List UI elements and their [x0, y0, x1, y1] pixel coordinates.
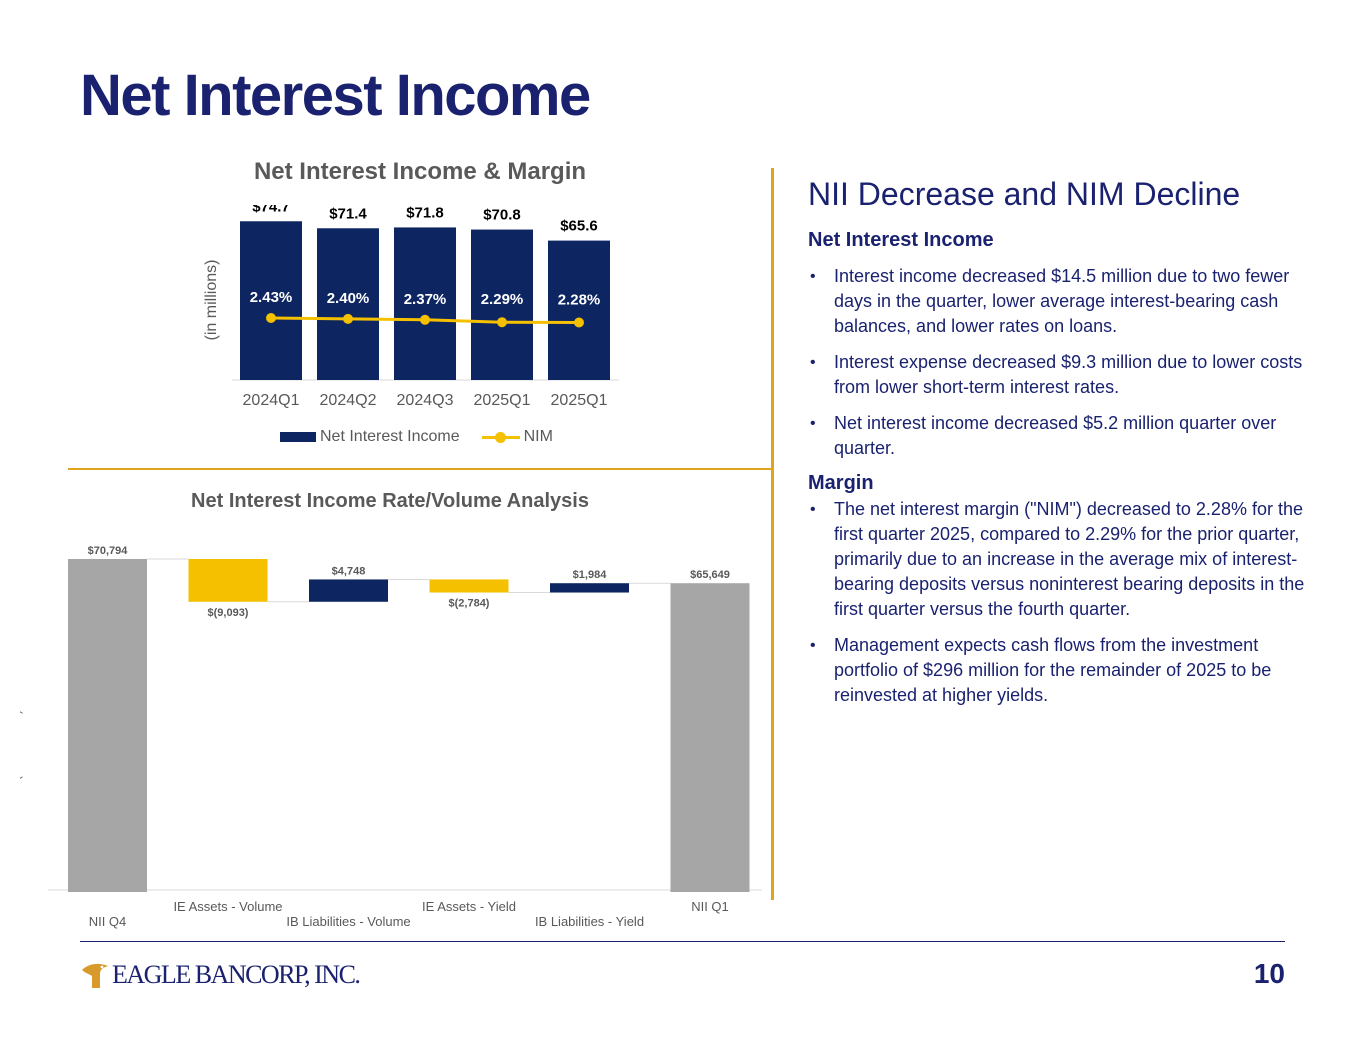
- list-item: The net interest margin ("NIM") decrease…: [808, 497, 1308, 622]
- x-tick-label: 2025Q1: [474, 392, 531, 409]
- data-label-nii: $74.7: [252, 205, 290, 215]
- waterfall-bar: [550, 583, 629, 593]
- x-tick-label: IB Liabilities - Volume: [286, 914, 410, 929]
- nii-margin-chart: (in millions) $74.7 2024Q1 $71.4 2024Q2 $71.8…: [203, 205, 619, 409]
- data-label-nim: 2.28%: [558, 292, 601, 309]
- page-number: 10: [1253, 958, 1285, 989]
- rate-volume-chart-title: Net Interest Income Rate/Volume Analysis: [191, 490, 589, 512]
- margin-subheading: Margin: [808, 472, 874, 494]
- commentary-panel: NII Decrease and NIM Decline Net Interes…: [808, 176, 1308, 719]
- bar-nii: [394, 227, 456, 380]
- nim-point: [420, 314, 430, 325]
- data-label-nim: 2.43%: [250, 289, 293, 306]
- commentary-heading: NII Decrease and NIM Decline: [808, 176, 1241, 212]
- legend-swatch-nim: [481, 430, 520, 444]
- nii-chart-title: Net Interest Income & Margin: [253, 158, 587, 185]
- page-title: Net Interest Income: [80, 63, 591, 128]
- x-tick-label: 2025Q1: [551, 392, 608, 409]
- list-item: Net interest income decreased $5.2 milli…: [808, 411, 1308, 461]
- bar-nii: [548, 240, 610, 380]
- nim-point: [497, 317, 507, 328]
- data-label-waterfall: $65,649: [690, 569, 730, 581]
- footer-divider: [80, 941, 1285, 942]
- x-tick-label: NII Q1: [691, 899, 729, 914]
- nii-subheading: Net Interest Income: [808, 229, 994, 251]
- nim-point: [343, 313, 353, 324]
- nim-point: [574, 317, 584, 328]
- bar-nii: [240, 221, 302, 380]
- data-label-waterfall: $(2,784): [449, 598, 490, 610]
- data-label-waterfall: $(9,093): [208, 607, 249, 619]
- data-label-waterfall: $4,748: [332, 565, 366, 577]
- x-tick-label: IB Liabilities - Yield: [535, 914, 644, 929]
- bar-nii: [471, 229, 533, 380]
- list-item: Management expects cash flows from the i…: [808, 633, 1308, 708]
- list-item: Interest income decreased $14.5 million …: [808, 264, 1308, 339]
- data-label-nim: 2.40%: [327, 290, 370, 307]
- legend-label-nim: NIM: [523, 428, 553, 445]
- waterfall-bar: [68, 559, 147, 892]
- data-label-waterfall: $1,984: [573, 569, 608, 581]
- legend-label-nii: Net Interest Income: [320, 428, 460, 445]
- data-label-nii: $71.4: [329, 205, 367, 222]
- nii-bullet-list: Interest income decreased $14.5 million …: [808, 264, 1308, 461]
- legend-swatch-nii: [280, 432, 316, 442]
- waterfall-bar: [429, 579, 509, 593]
- y-axis-label: (in millions): [203, 260, 220, 341]
- data-label-nii: $65.6: [560, 218, 598, 235]
- nim-point: [266, 313, 276, 323]
- logo-wordmark: EAGLE BANCORP, INC.: [112, 960, 361, 989]
- bar-nii: [317, 228, 379, 380]
- x-tick-label: 2024Q3: [397, 392, 454, 409]
- data-label-nim: 2.29%: [481, 291, 524, 308]
- x-tick-label: 2024Q2: [320, 392, 377, 409]
- data-label-nii: $70.8: [483, 207, 521, 224]
- y-axis-label: (in thousands): [20, 710, 23, 780]
- waterfall-bar: [188, 559, 268, 602]
- section-divider-horizontal: [68, 468, 774, 470]
- rate-volume-waterfall-chart: (in thousands) $70,794 NII Q4 $(9,093) IE As…: [20, 545, 762, 929]
- data-label-nim: 2.37%: [404, 291, 447, 308]
- x-tick-label: 2024Q1: [243, 392, 300, 409]
- list-item: Interest expense decreased $9.3 million …: [808, 350, 1308, 400]
- x-tick-label: IE Assets - Yield: [422, 899, 516, 914]
- margin-bullet-list: The net interest margin ("NIM") decrease…: [808, 497, 1308, 708]
- waterfall-bar: [670, 583, 750, 892]
- x-tick-label: IE Assets - Volume: [173, 899, 282, 914]
- section-divider-vertical: [771, 168, 774, 900]
- eagle-icon: [82, 963, 108, 988]
- nii-chart-legend: Net Interest Income NIM: [280, 428, 553, 446]
- data-label-waterfall: $70,794: [88, 545, 129, 557]
- data-label-nii: $71.8: [406, 205, 444, 221]
- x-tick-label: NII Q4: [89, 914, 127, 929]
- waterfall-bar: [309, 579, 388, 602]
- company-logo: EAGLE BANCORP, INC.: [80, 960, 361, 990]
